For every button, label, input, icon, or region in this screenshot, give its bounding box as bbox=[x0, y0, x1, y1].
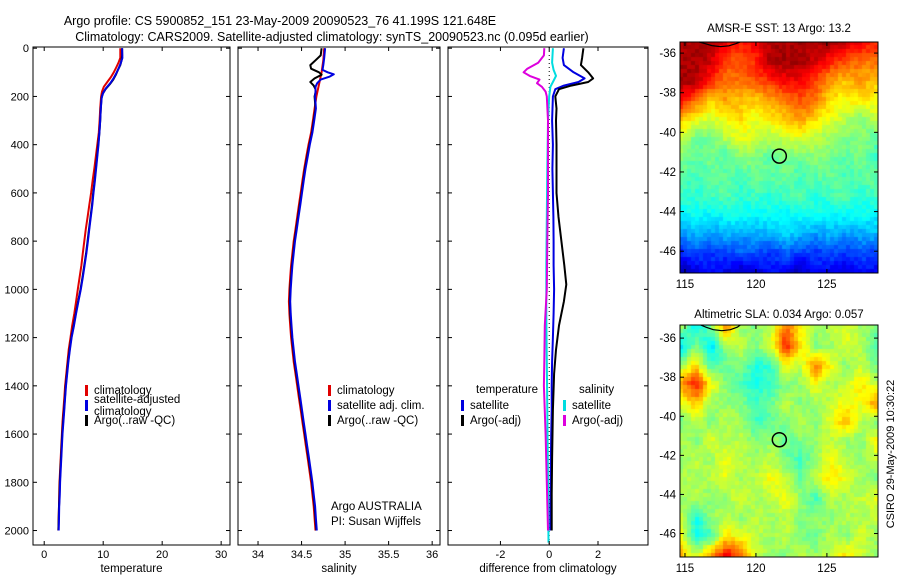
legend-label: Argo(-adj) bbox=[470, 414, 522, 427]
legend-item-satellite-adjusted: satellite adj. clim. bbox=[328, 398, 448, 413]
argo-swatch bbox=[461, 415, 464, 426]
svg-text:0: 0 bbox=[23, 43, 29, 55]
legend-item-climatology: climatology bbox=[328, 383, 448, 398]
svg-text:-40: -40 bbox=[659, 127, 676, 139]
figure-title-line2: Climatology: CARS2009. Satellite-adjuste… bbox=[75, 30, 589, 44]
climatology-swatch bbox=[328, 385, 331, 396]
svg-text:2000: 2000 bbox=[5, 526, 29, 538]
legend-label: climatology bbox=[94, 384, 152, 397]
svg-text:120: 120 bbox=[746, 563, 765, 575]
argo-australia-annotation: Argo AUSTRALIA bbox=[331, 501, 422, 513]
salinity-axis-label: salinity bbox=[321, 563, 357, 575]
svg-text:-46: -46 bbox=[659, 246, 676, 258]
svg-text:115: 115 bbox=[676, 563, 694, 575]
legend-item-climatology: climatology bbox=[85, 383, 233, 398]
legend-label: satellite-adjusted climatology bbox=[94, 393, 181, 418]
satellite-salinity-swatch bbox=[563, 400, 566, 411]
svg-text:800: 800 bbox=[11, 236, 29, 248]
pi-annotation: PI: Susan Wijffels bbox=[331, 516, 421, 528]
svg-text:-2: -2 bbox=[496, 549, 506, 561]
csiro-watermark: CSIRO 29-May-2009 10:30:22 bbox=[885, 379, 897, 529]
legend-label: climatology bbox=[337, 384, 395, 397]
svg-text:-36: -36 bbox=[659, 333, 676, 345]
svg-text:34.5: 34.5 bbox=[291, 549, 312, 561]
figure-title-line1: Argo profile: CS 5900852_151 23-May-2009… bbox=[63, 14, 497, 28]
svg-text:1000: 1000 bbox=[5, 284, 29, 296]
legend-item-argo-adj: Argo(-adj) bbox=[563, 413, 658, 428]
temperature-axis-label: temperature bbox=[100, 563, 163, 575]
svg-text:600: 600 bbox=[11, 188, 29, 200]
legend-label: satellite bbox=[572, 399, 611, 412]
sst-map-image bbox=[680, 42, 878, 273]
svg-text:400: 400 bbox=[11, 140, 29, 152]
legend-item-argo: Argo(..raw -QC) bbox=[328, 413, 448, 428]
salinity-panel-legend: climatology satellite adj. clim. Argo(..… bbox=[328, 383, 448, 428]
svg-text:1200: 1200 bbox=[5, 333, 29, 345]
svg-text:35: 35 bbox=[339, 549, 351, 561]
svg-text:34: 34 bbox=[252, 549, 264, 561]
legend-label: Argo(-adj) bbox=[572, 414, 624, 427]
legend-label: Argo(..raw -QC) bbox=[94, 414, 176, 427]
svg-text:1400: 1400 bbox=[5, 381, 29, 393]
svg-text:-36: -36 bbox=[659, 48, 676, 60]
svg-text:-38: -38 bbox=[659, 372, 676, 384]
legend-item-argo-adj: Argo(-adj) bbox=[461, 413, 561, 428]
svg-text:125: 125 bbox=[817, 279, 836, 291]
svg-text:-42: -42 bbox=[659, 450, 676, 462]
sla-map-title: Altimetric SLA: 0.034 Argo: 0.057 bbox=[694, 309, 864, 321]
satellite-swatch bbox=[85, 400, 88, 411]
climatology-swatch bbox=[85, 385, 88, 396]
svg-text:-42: -42 bbox=[659, 167, 676, 179]
svg-text:0: 0 bbox=[41, 549, 47, 561]
svg-text:-38: -38 bbox=[659, 88, 676, 100]
legend-item-satellite: satellite bbox=[563, 398, 658, 413]
satellite-swatch bbox=[328, 400, 331, 411]
legend-header-salinity: salinity bbox=[579, 384, 615, 396]
satellite-swatch bbox=[461, 400, 464, 411]
legend-label: Argo(..raw -QC) bbox=[337, 414, 419, 427]
svg-text:0: 0 bbox=[546, 549, 552, 561]
svg-text:125: 125 bbox=[817, 563, 836, 575]
svg-text:2: 2 bbox=[595, 549, 601, 561]
sst-map-title: AMSR-E SST: 13 Argo: 13.2 bbox=[707, 23, 851, 35]
temperature-panel-legend: climatology satellite-adjusted climatolo… bbox=[85, 383, 233, 428]
legend-header-temperature: temperature bbox=[476, 384, 539, 396]
svg-text:36: 36 bbox=[426, 549, 438, 561]
legend-item-satellite-adjusted: satellite-adjusted climatology bbox=[85, 394, 233, 418]
difference-axis-label: difference from climatology bbox=[479, 563, 617, 575]
svg-text:115: 115 bbox=[676, 279, 694, 291]
svg-text:200: 200 bbox=[11, 91, 29, 103]
difference-salinity-legend: salinity satellite Argo(-adj) bbox=[563, 383, 658, 428]
svg-text:120: 120 bbox=[746, 279, 765, 291]
difference-temperature-legend: temperature satellite Argo(-adj) bbox=[461, 383, 561, 428]
svg-text:1800: 1800 bbox=[5, 477, 29, 489]
svg-text:10: 10 bbox=[97, 549, 109, 561]
argo-swatch bbox=[85, 415, 88, 426]
svg-text:-44: -44 bbox=[659, 489, 676, 501]
sla-map-image bbox=[680, 325, 878, 557]
argo-salinity-swatch bbox=[563, 415, 566, 426]
svg-text:-44: -44 bbox=[659, 207, 676, 219]
svg-text:-40: -40 bbox=[659, 411, 676, 423]
legend-label: satellite adj. clim. bbox=[337, 399, 425, 412]
svg-text:30: 30 bbox=[215, 549, 227, 561]
svg-text:1600: 1600 bbox=[5, 429, 29, 441]
legend-label: satellite bbox=[470, 399, 509, 412]
svg-text:20: 20 bbox=[156, 549, 168, 561]
svg-text:-46: -46 bbox=[659, 529, 676, 541]
legend-item-satellite: satellite bbox=[461, 398, 561, 413]
argo-swatch bbox=[328, 415, 331, 426]
legend-item-argo: Argo(..raw -QC) bbox=[85, 413, 233, 428]
svg-text:35.5: 35.5 bbox=[378, 549, 399, 561]
